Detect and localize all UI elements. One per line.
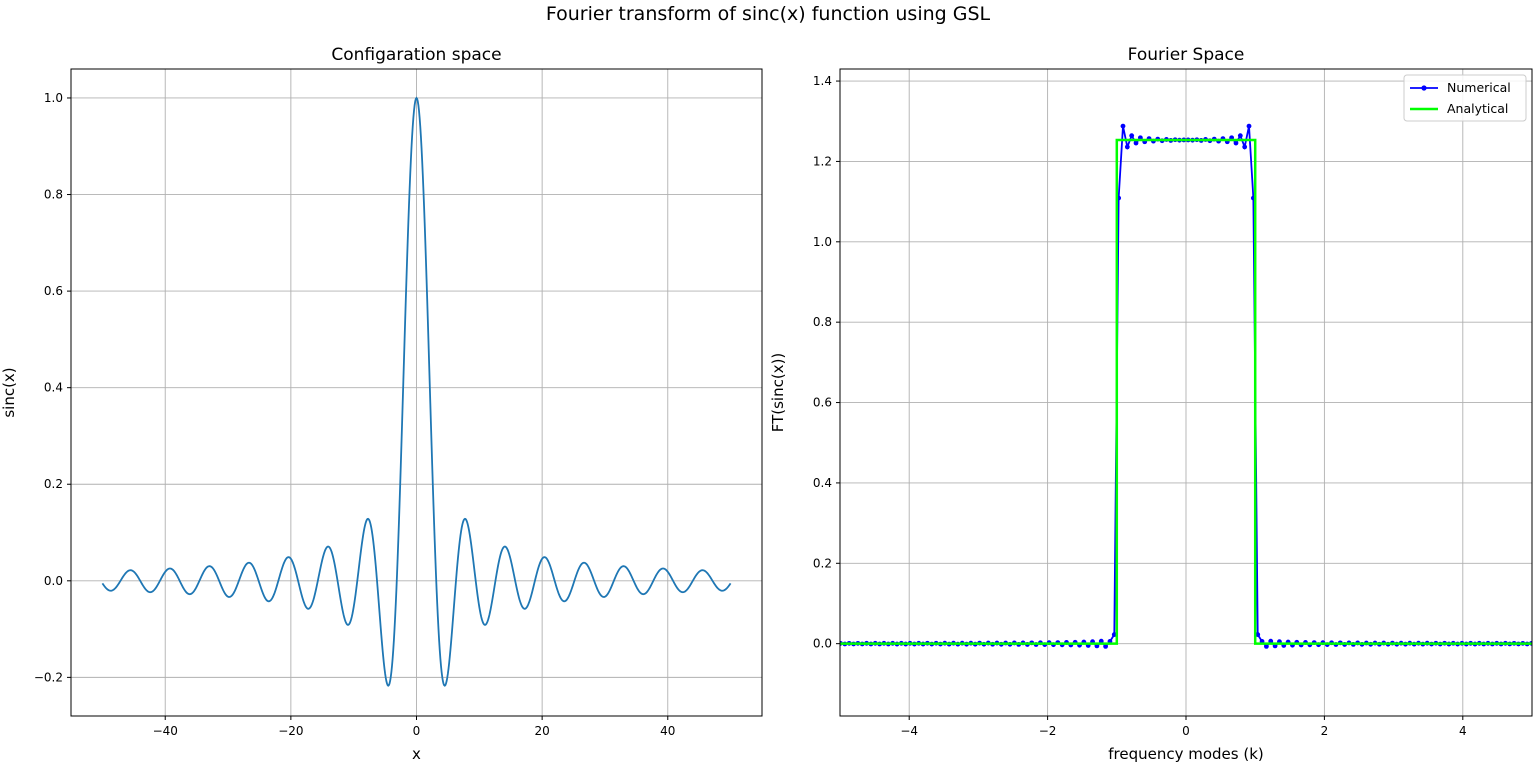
fourier-space-ytick-label: 0.8: [813, 315, 832, 329]
numerical-point: [1246, 123, 1252, 129]
fourier-space-ytick-label: 0.2: [813, 556, 832, 570]
config-space-title: Configaration space: [331, 45, 501, 65]
numerical-point: [1255, 632, 1261, 637]
numerical-point: [1268, 638, 1274, 644]
fourier-space-ytick-label: 0.0: [813, 637, 832, 651]
config-space-xtick-label: −20: [278, 724, 303, 738]
figure-suptitle: Fourier transform of sinc(x) function us…: [546, 3, 991, 25]
fourier-space-ytick-label: 1.4: [813, 74, 832, 88]
numerical-point: [1120, 123, 1126, 129]
fourier-space-plot: [840, 123, 1532, 649]
config-space-ytick-label: 1.0: [44, 91, 63, 105]
fourier-space-xtick-label: 2: [1321, 724, 1329, 738]
numerical-point: [1129, 133, 1135, 139]
config-space-plot: [101, 96, 732, 687]
fourier-space-ytick-label: 1.0: [813, 235, 832, 249]
fourier-space-axes: −4 −2 0 2 4 0.0 0.2 0.4 0.6 0.8 1.0 1.2 1.4 Fourier …: [769, 45, 1533, 763]
config-space-grid: [71, 69, 762, 716]
numerical-line: [840, 125, 1532, 648]
analytical-line: [840, 138, 1532, 645]
legend-analytical-label: Analytical: [1447, 101, 1508, 116]
fourier-space-ytick-label: 0.4: [813, 476, 832, 490]
config-space-xtick-label: 0: [413, 724, 421, 738]
numerical-point: [1133, 140, 1139, 146]
numerical-point: [1242, 144, 1248, 150]
config-space-ytick-label: −0.2: [34, 670, 63, 684]
fourier-space-legend: Numerical Analytical: [1403, 74, 1527, 122]
config-space-xtick-label: 40: [660, 724, 675, 738]
fourier-space-ylabel: FT(sinc(x)): [769, 353, 787, 433]
fourier-space-xlabel: frequency modes (k): [1108, 745, 1264, 763]
config-space-ytick-label: 0.4: [44, 381, 63, 395]
numerical-point: [1103, 644, 1108, 649]
config-space-ticks: −40 −20 0 20 40 −0.2 0.0 0.2 0.4 0.6 0.8 1.0: [34, 91, 676, 738]
config-space-xtick-label: 20: [534, 724, 549, 738]
config-space-axes: −40 −20 0 20 40 −0.2 0.0 0.2 0.4 0.6 0.8 1.0 Config…: [0, 45, 763, 763]
config-space-ytick-label: 0.0: [44, 574, 63, 588]
numerical-point: [1233, 140, 1239, 146]
fourier-space-xtick-label: 4: [1459, 724, 1467, 738]
fourier-space-xtick-label: −2: [1039, 724, 1057, 738]
fourier-space-title: Fourier Space: [1128, 45, 1245, 65]
numerical-point: [1264, 644, 1269, 649]
fourier-space-xtick-label: 0: [1182, 724, 1190, 738]
numerical-markers: [840, 123, 1532, 649]
config-space-ytick-label: 0.6: [44, 284, 63, 298]
numerical-point: [1124, 144, 1130, 150]
fourier-space-xtick-label: −4: [900, 724, 918, 738]
numerical-point: [1237, 133, 1243, 139]
numerical-point: [1098, 638, 1104, 644]
sinc-curve: [101, 96, 732, 687]
config-space-ytick-label: 0.2: [44, 477, 63, 491]
fourier-space-ticks: −4 −2 0 2 4 0.0 0.2 0.4 0.6 0.8 1.0 1.2 1.4: [813, 74, 1467, 738]
config-space-ytick-label: 0.8: [44, 188, 63, 202]
fourier-space-grid: [840, 69, 1532, 716]
fourier-space-ytick-label: 0.6: [813, 396, 832, 410]
legend-numerical-label: Numerical: [1447, 80, 1511, 95]
fourier-space-ytick-label: 1.2: [813, 154, 832, 168]
config-space-ylabel: sinc(x): [0, 367, 18, 417]
config-space-xlabel: x: [412, 745, 421, 763]
config-space-xtick-label: −40: [153, 724, 178, 738]
legend-numerical-marker: [1421, 85, 1427, 91]
numerical-point: [1111, 632, 1117, 637]
